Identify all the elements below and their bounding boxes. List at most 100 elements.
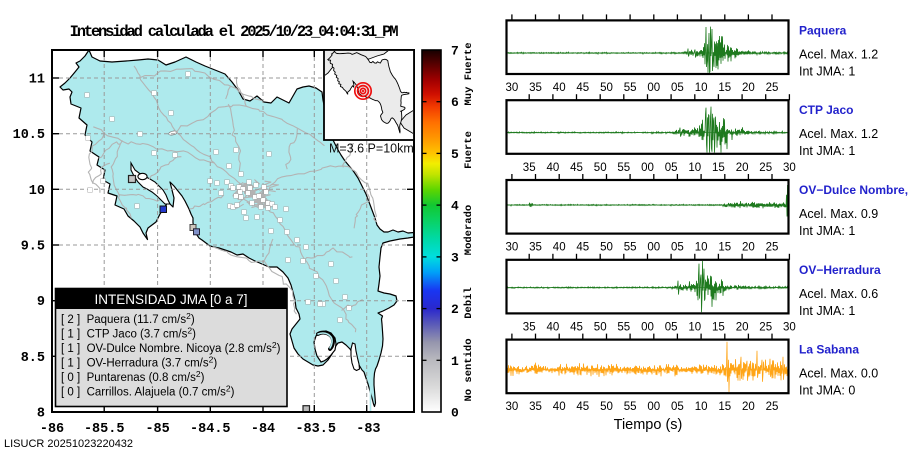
svg-text:10: 10: [695, 401, 708, 413]
svg-text:05: 05: [671, 401, 684, 413]
svg-text:Acel. Max. 1.2: Acel. Max. 1.2: [799, 127, 878, 141]
svg-text:25: 25: [759, 162, 772, 174]
svg-text:55: 55: [624, 401, 637, 413]
svg-text:Fuerte: Fuerte: [463, 131, 475, 169]
svg-text:45: 45: [570, 162, 583, 174]
svg-text:30: 30: [783, 162, 796, 174]
svg-text:05: 05: [665, 162, 678, 174]
svg-text:40: 40: [547, 321, 560, 333]
svg-text:05: 05: [671, 242, 684, 254]
svg-text:7: 7: [451, 44, 459, 59]
svg-text:45: 45: [576, 242, 589, 254]
svg-text:Acel. Max. 1.2: Acel. Max. 1.2: [799, 47, 878, 61]
svg-text:00: 00: [647, 82, 660, 94]
svg-text:35: 35: [523, 162, 536, 174]
svg-text:[ 1 ] OV-Dulce Nombre. Nicoya: [ 1 ] OV-Dulce Nombre. Nicoya (2.8 cm/s2…: [61, 340, 281, 355]
svg-text:30: 30: [783, 321, 796, 333]
svg-text:[ 1 ] OV-Herradura (3.7 cm/s2: [ 1 ] OV-Herradura (3.7 cm/s2): [61, 355, 217, 370]
svg-text:30: 30: [506, 401, 519, 413]
svg-text:40: 40: [553, 242, 566, 254]
svg-text:8.5: 8.5: [21, 351, 45, 366]
svg-text:-86: -86: [40, 422, 64, 437]
svg-text:Acel. Max. 0.0: Acel. Max. 0.0: [799, 367, 878, 381]
svg-text:3: 3: [451, 250, 459, 265]
svg-text:00: 00: [641, 321, 654, 333]
svg-text:Int JMA: 1: Int JMA: 1: [799, 224, 855, 238]
svg-text:10.5: 10.5: [13, 128, 45, 143]
svg-text:8: 8: [37, 407, 45, 422]
svg-text:15: 15: [718, 82, 731, 94]
svg-text:30: 30: [506, 82, 519, 94]
svg-text:Debil: Debil: [463, 287, 475, 319]
svg-text:00: 00: [647, 242, 660, 254]
svg-text:Int JMA: 1: Int JMA: 1: [799, 304, 855, 318]
svg-text:Int JMA: 0: Int JMA: 0: [799, 384, 855, 398]
svg-text:20: 20: [742, 401, 755, 413]
svg-text:9.5: 9.5: [21, 240, 45, 255]
svg-text:55: 55: [624, 82, 637, 94]
svg-text:05: 05: [671, 82, 684, 94]
svg-text:25: 25: [766, 82, 779, 94]
svg-text:20: 20: [736, 162, 749, 174]
svg-text:55: 55: [624, 242, 637, 254]
svg-text:-85.5: -85.5: [84, 422, 125, 437]
svg-text:00: 00: [641, 162, 654, 174]
svg-text:[ 2 ] Paquera (11.7 cm/s2): [ 2 ] Paquera (11.7 cm/s2): [61, 311, 195, 326]
svg-text:40: 40: [553, 401, 566, 413]
svg-text:[ 0 ] Puntarenas (0.8 cm/s2): [ 0 ] Puntarenas (0.8 cm/s2): [61, 369, 205, 384]
svg-text:50: 50: [594, 162, 607, 174]
svg-text:Paquera: Paquera: [799, 23, 847, 37]
svg-text:10: 10: [29, 184, 45, 199]
svg-text:Muy Fuerte: Muy Fuerte: [463, 42, 475, 105]
svg-text:35: 35: [529, 82, 542, 94]
svg-text:25: 25: [759, 321, 772, 333]
svg-text:-84.5: -84.5: [190, 422, 231, 437]
svg-text:20: 20: [736, 321, 749, 333]
svg-text:15: 15: [718, 242, 731, 254]
svg-text:Acel. Max. 0.9: Acel. Max. 0.9: [799, 207, 878, 221]
svg-text:9: 9: [37, 295, 45, 310]
svg-text:-83.5: -83.5: [295, 422, 336, 437]
svg-text:Acel. Max. 0.6: Acel. Max. 0.6: [799, 287, 878, 301]
svg-text:05: 05: [665, 321, 678, 333]
svg-text:35: 35: [523, 321, 536, 333]
svg-text:6: 6: [451, 95, 459, 110]
svg-text:10: 10: [695, 82, 708, 94]
svg-text:50: 50: [600, 82, 613, 94]
svg-text:10: 10: [688, 321, 701, 333]
svg-text:35: 35: [529, 242, 542, 254]
svg-text:15: 15: [712, 321, 725, 333]
svg-text:-83: -83: [356, 422, 380, 437]
svg-text:[ 0 ] Carrillos. Alajuela (0.: [ 0 ] Carrillos. Alajuela (0.7 cm/s2): [61, 384, 235, 399]
svg-text:0: 0: [451, 406, 459, 421]
svg-text:5: 5: [451, 147, 459, 162]
svg-text:La Sabana: La Sabana: [799, 343, 859, 357]
svg-text:55: 55: [617, 321, 630, 333]
svg-text:Moderado: Moderado: [463, 205, 475, 255]
svg-text:25: 25: [766, 401, 779, 413]
svg-text:[ 1 ] CTP Jaco (3.7 cm/s2): [ 1 ] CTP Jaco (3.7 cm/s2): [61, 326, 196, 341]
svg-text:50: 50: [594, 321, 607, 333]
svg-text:10: 10: [688, 162, 701, 174]
svg-text:15: 15: [712, 162, 725, 174]
svg-text:1: 1: [451, 354, 459, 369]
svg-text:55: 55: [617, 162, 630, 174]
svg-text:45: 45: [576, 82, 589, 94]
svg-text:10: 10: [695, 242, 708, 254]
svg-text:M=3.6 P=10km: M=3.6 P=10km: [329, 142, 414, 156]
svg-text:-85: -85: [145, 422, 169, 437]
svg-text:OV−Dulce Nombre, Nicoya: OV−Dulce Nombre, Nicoya: [799, 183, 910, 197]
svg-text:50: 50: [600, 242, 613, 254]
svg-text:40: 40: [553, 82, 566, 94]
svg-text:INTENSIDAD JMA [0 a 7]: INTENSIDAD JMA [0 a 7]: [94, 292, 247, 307]
svg-text:Tiempo (s): Tiempo (s): [614, 417, 683, 433]
svg-text:Int JMA: 1: Int JMA: 1: [799, 144, 855, 158]
svg-text:CTP Jaco: CTP Jaco: [799, 103, 853, 117]
svg-text:35: 35: [529, 401, 542, 413]
svg-text:11: 11: [29, 73, 45, 88]
svg-text:00: 00: [647, 401, 660, 413]
svg-text:LISUCR 20251023220432: LISUCR 20251023220432: [4, 438, 133, 450]
svg-text:20: 20: [742, 82, 755, 94]
svg-text:30: 30: [506, 242, 519, 254]
svg-text:2: 2: [451, 302, 459, 317]
